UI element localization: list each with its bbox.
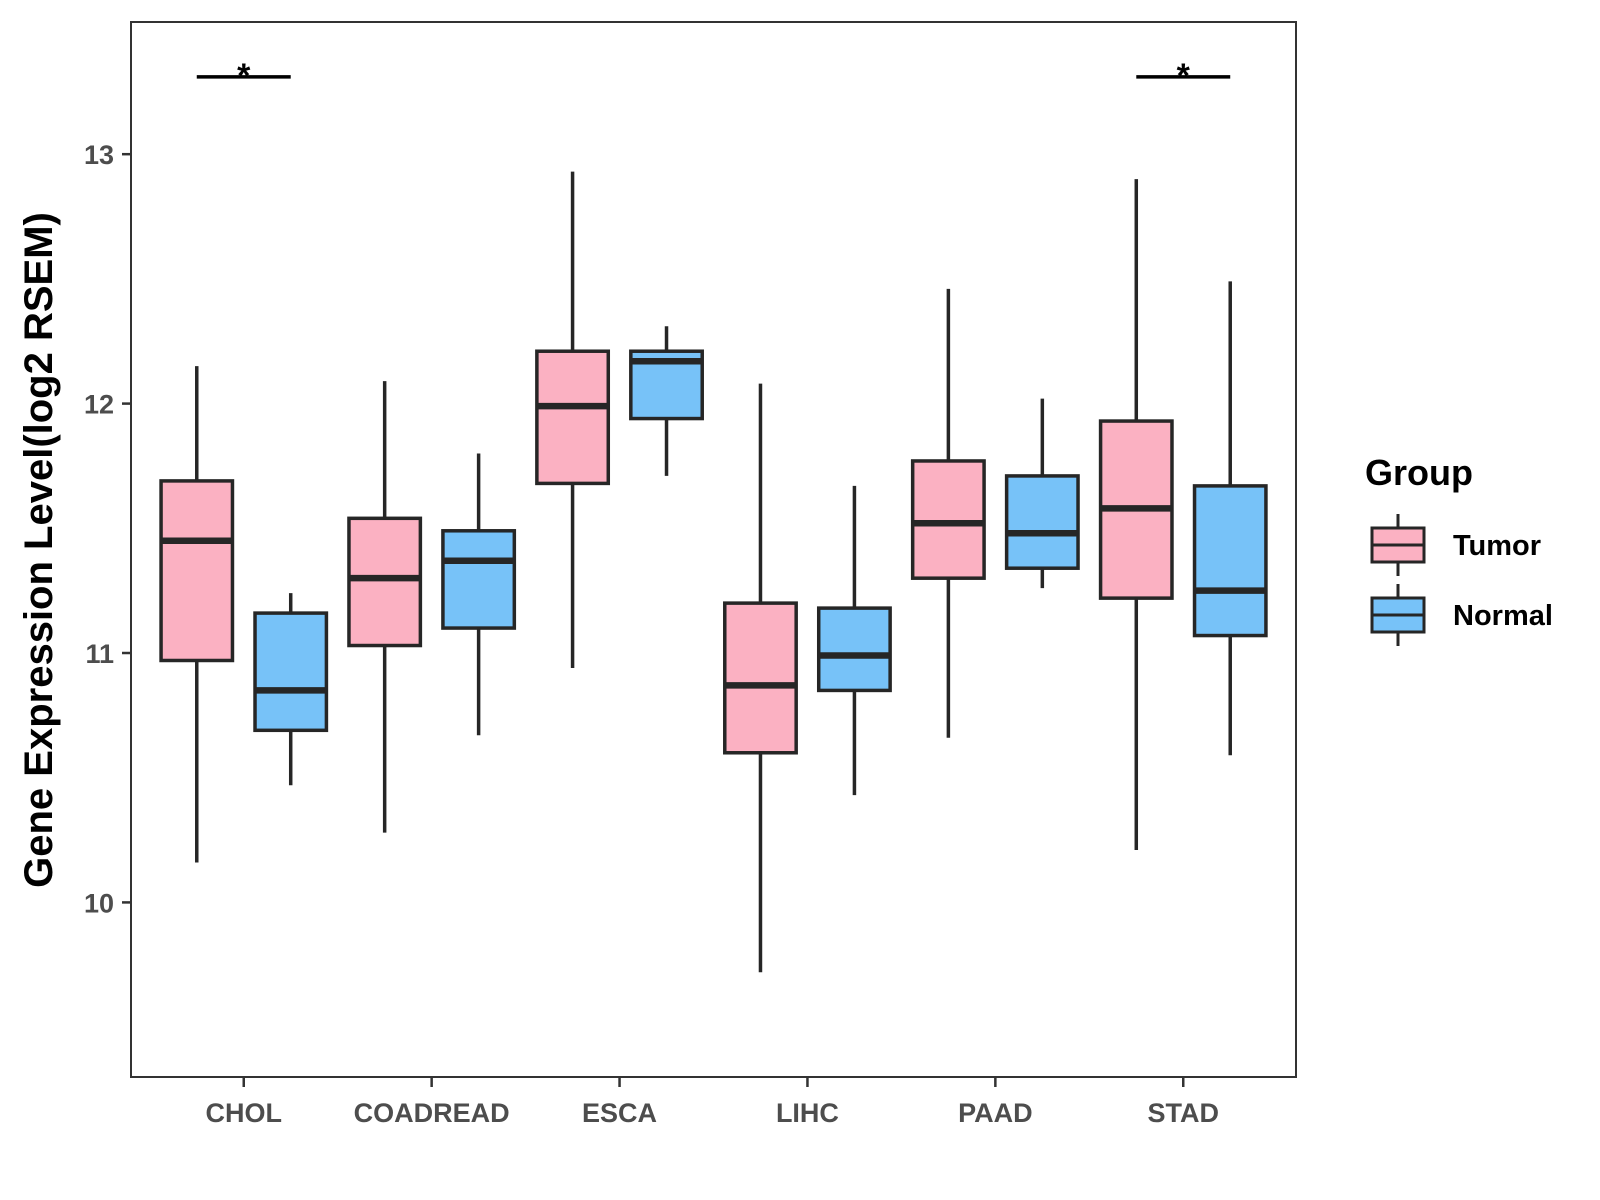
significance-stad: * [1136,57,1231,95]
box-body [441,529,517,630]
y-tick-label: 10 [84,888,114,918]
box-tumor-paad [910,288,986,738]
box-normal-coadread [441,453,517,736]
legend-item-tumor: Tumor [1370,514,1541,576]
significance-chol: * [196,57,291,95]
box-body [816,606,892,693]
significance-star: * [1177,57,1191,95]
box-body [253,611,329,733]
significance-layer: * * [196,57,1231,95]
box-tumor-coadread [347,381,423,833]
y-axis: 10 11 12 13 [84,140,131,918]
box-body [910,459,986,580]
box-normal-paad [1004,398,1080,589]
x-tick-label: CHOL [205,1098,282,1128]
box-normal-lihc [816,485,892,796]
box-body [723,601,798,755]
x-tick-label: LIHC [776,1098,839,1128]
box-body [347,516,423,648]
x-tick-label: COADREAD [354,1098,510,1128]
x-tick-label: ESCA [582,1098,657,1128]
legend: Group Tumor Normal [1365,452,1553,646]
box-normal-esca [629,326,704,476]
box-tumor-stad [1098,179,1174,851]
box-tumor-esca [535,171,611,668]
box-body [159,479,235,663]
y-tick-label: 13 [84,140,114,170]
legend-title: Group [1365,452,1473,493]
box-normal-chol [253,593,329,786]
box-tumor-chol [159,366,235,863]
legend-item-normal: Normal [1370,584,1553,646]
box-layer [159,171,1268,973]
legend-label: Normal [1453,600,1553,632]
x-axis: CHOL COADREAD ESCA LIHC PAAD STAD [205,1077,1219,1128]
y-tick-label: 12 [84,390,114,420]
box-body [535,349,611,486]
box-tumor-lihc [723,383,798,973]
box-normal-stad [1192,281,1268,756]
box-body [1192,484,1268,638]
significance-star: * [237,57,251,95]
x-tick-label: STAD [1148,1098,1220,1128]
x-tick-label: PAAD [958,1098,1033,1128]
box-body [1004,474,1080,570]
legend-label: Tumor [1453,530,1541,562]
y-tick-label: 11 [85,639,114,669]
y-axis-title: Gene Expression Level(log2 RSEM) [17,212,61,888]
plot-panel-border [130,21,1297,1078]
